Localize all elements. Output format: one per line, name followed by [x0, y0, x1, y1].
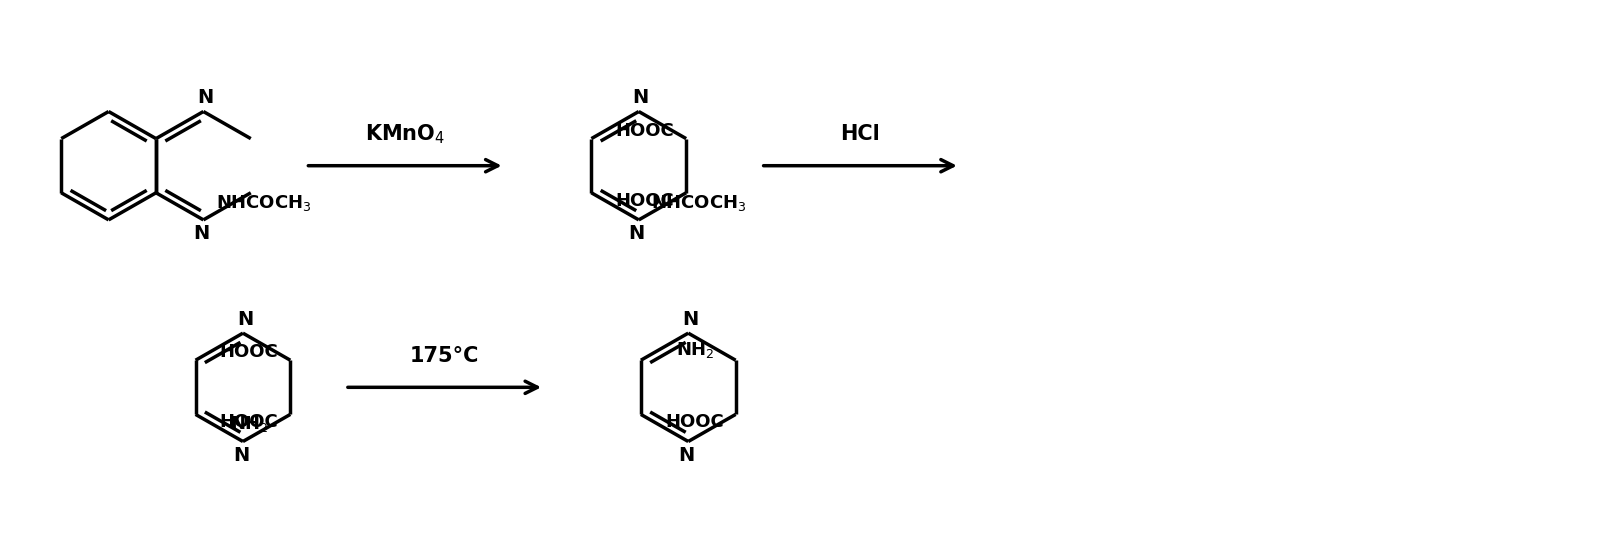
Text: HCl: HCl	[840, 124, 881, 144]
Text: 175°C: 175°C	[410, 346, 480, 366]
Text: N: N	[679, 446, 695, 465]
Text: KMnO$_4$: KMnO$_4$	[365, 122, 444, 146]
Text: NHCOCH$_3$: NHCOCH$_3$	[651, 193, 747, 213]
Text: HOOC: HOOC	[616, 122, 674, 140]
Text: NHCOCH$_3$: NHCOCH$_3$	[215, 193, 312, 213]
Text: N: N	[233, 446, 249, 465]
Text: N: N	[682, 310, 698, 329]
Text: HOOC: HOOC	[664, 413, 724, 431]
Text: N: N	[632, 88, 650, 107]
Text: NH$_2$: NH$_2$	[231, 414, 268, 434]
Text: N: N	[629, 224, 645, 243]
Text: NH$_2$: NH$_2$	[675, 340, 714, 361]
Text: HOOC: HOOC	[220, 343, 278, 361]
Text: N: N	[238, 310, 254, 329]
Text: N: N	[194, 224, 210, 243]
Text: HOOC: HOOC	[616, 192, 674, 209]
Text: HOOC: HOOC	[220, 413, 278, 431]
Text: N: N	[197, 88, 213, 107]
